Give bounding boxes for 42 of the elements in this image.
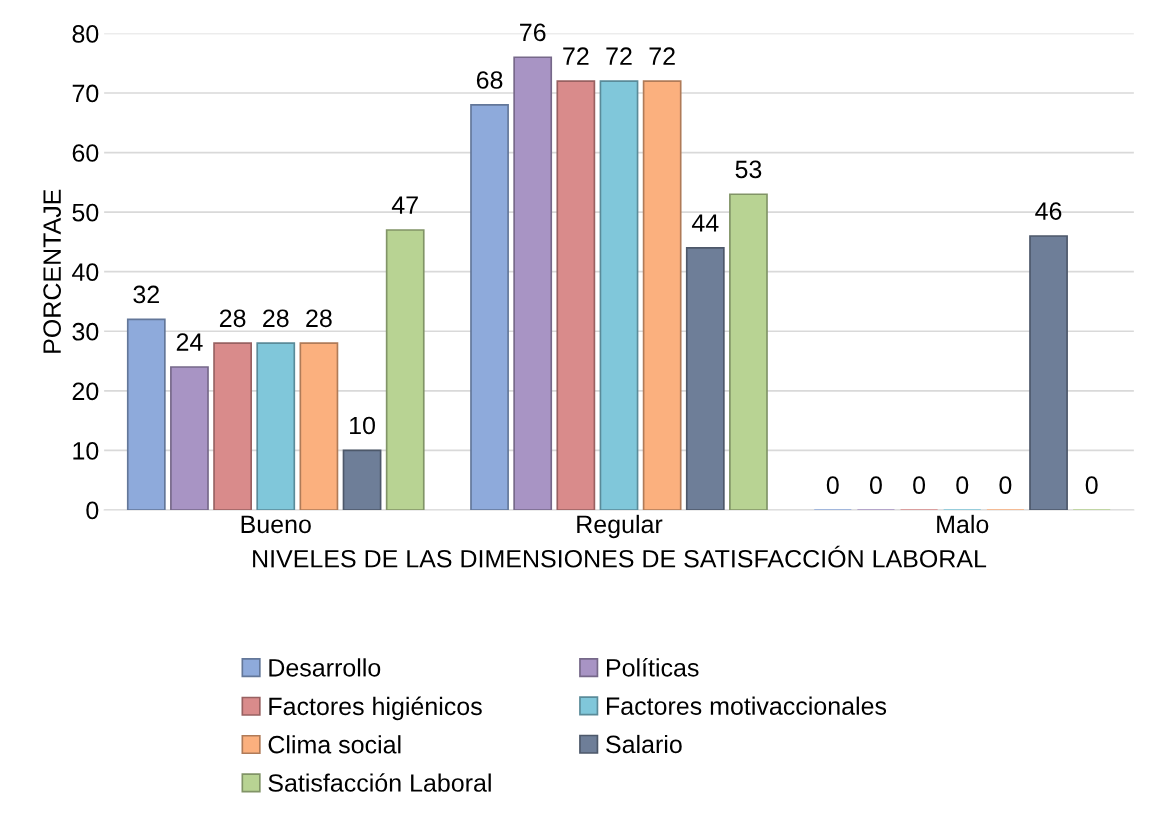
y-tick-label: 40 (72, 263, 99, 281)
legend-label: Factores motivaccionales (607, 696, 887, 715)
data-label: 10 (350, 416, 375, 435)
y-axis-title: PORCENTAJE (43, 189, 61, 353)
x-axis-title: NIVELES DE LAS DIMENSIONES DE SATISFACCIÓN LABORAL (253, 545, 987, 568)
data-label: 53 (735, 160, 762, 179)
data-label: 0 (913, 476, 926, 494)
legend-label: Factores higiénicos (269, 696, 482, 721)
legend-label: Satisfacción Laboral (268, 773, 491, 792)
data-label: 47 (391, 196, 418, 214)
data-label: 28 (219, 309, 246, 328)
data-label: 76 (520, 23, 546, 42)
x-tick-label: Malo (937, 514, 989, 534)
data-label: 72 (563, 47, 589, 65)
y-tick-label: 0 (86, 501, 99, 520)
data-label: 0 (869, 476, 882, 494)
data-label: 0 (999, 476, 1012, 494)
x-tick-label: Regular (577, 514, 663, 539)
y-tick-label: 70 (72, 84, 99, 103)
data-label: 0 (956, 476, 969, 494)
y-tick-label: 80 (72, 25, 99, 43)
data-label: 46 (1035, 202, 1062, 220)
data-label: 68 (476, 71, 503, 89)
legend-label: Políticas (607, 657, 699, 677)
data-label: 0 (826, 476, 839, 494)
data-label: 72 (649, 47, 675, 65)
data-label: 24 (176, 333, 203, 351)
legend-label: Clima social (268, 735, 401, 754)
data-label: 28 (306, 309, 332, 328)
data-label: 32 (133, 285, 159, 304)
data-label: 44 (691, 214, 719, 232)
data-label: 0 (1085, 476, 1098, 494)
legend-label: Desarrollo (269, 658, 381, 677)
y-tick-label: 10 (73, 442, 99, 460)
legend-label: Salario (606, 734, 682, 754)
y-tick-label: 20 (72, 382, 99, 401)
y-tick-label: 50 (72, 203, 99, 222)
x-tick-label: Bueno (241, 515, 311, 534)
y-tick-label: 60 (72, 144, 99, 162)
y-tick-label: 30 (72, 322, 99, 341)
data-label: 72 (606, 47, 632, 65)
data-label: 28 (263, 309, 289, 328)
